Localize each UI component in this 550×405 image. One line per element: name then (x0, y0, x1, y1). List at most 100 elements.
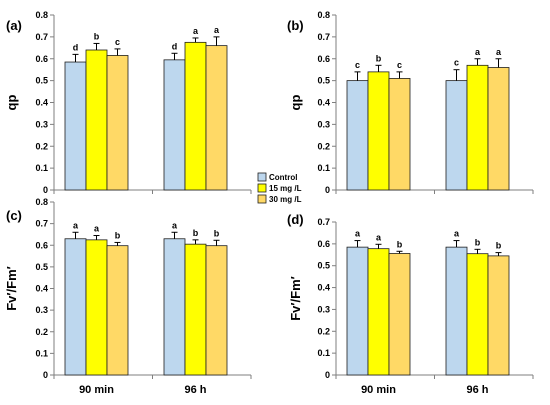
bar (85, 239, 108, 376)
y-tick-label: 0.8 (35, 197, 48, 207)
y-axis-label: qp (4, 95, 19, 111)
significance-letter: a (73, 220, 79, 230)
significance-letter: b (475, 237, 481, 247)
bar (367, 71, 390, 191)
y-tick-label: 0.8 (317, 10, 330, 20)
significance-letter: b (496, 241, 502, 251)
significance-letter: a (94, 224, 100, 234)
y-tick-label: 0.6 (317, 54, 330, 64)
bar (346, 246, 369, 376)
y-tick-label: 0.7 (35, 219, 48, 229)
significance-letter: a (172, 220, 178, 230)
significance-letter: b (193, 228, 199, 238)
y-tick-label: 0.1 (35, 348, 48, 358)
legend-label: 30 mg /L (269, 195, 302, 204)
y-tick-label: 0.6 (35, 240, 48, 250)
bar (184, 243, 207, 376)
y-tick-label: 0.5 (317, 261, 330, 271)
y-tick-label: 0.4 (317, 283, 330, 293)
x-category-label: 90 min (361, 384, 396, 396)
bar (64, 61, 87, 191)
legend-swatch (257, 183, 267, 193)
panel-label: (d) (287, 212, 304, 227)
y-axis-label: Fv′/Fm′ (288, 276, 303, 321)
y-tick-label: 0.6 (317, 239, 330, 249)
y-tick-label: 0 (43, 370, 48, 380)
significance-letter: a (376, 232, 382, 242)
y-tick-label: 0.2 (317, 326, 330, 336)
y-axis-label: qp (288, 95, 303, 111)
significance-letter: c (115, 37, 120, 47)
significance-letter: b (397, 239, 403, 249)
bar (184, 41, 207, 191)
significance-letter: d (73, 42, 79, 52)
y-tick-label: 0 (325, 185, 330, 195)
y-tick-label: 0.4 (35, 284, 48, 294)
y-tick-label: 0.7 (35, 32, 48, 42)
significance-letter: a (475, 47, 481, 57)
y-tick-label: 0.2 (35, 141, 48, 151)
bar (367, 248, 390, 376)
y-tick-label: 0.8 (35, 10, 48, 20)
panel-label: (b) (287, 18, 304, 33)
y-tick-label: 0.5 (317, 76, 330, 86)
legend-label: Control (269, 173, 297, 182)
significance-letter: c (454, 58, 459, 68)
y-tick-label: 0.5 (35, 76, 48, 86)
y-axis-label: Fv′/Fm′ (4, 266, 19, 311)
significance-letter: b (376, 53, 382, 63)
bar (106, 55, 129, 191)
chart-panel-a: 0 0.1 0.2 0.3 0.4 0.5 0.6 0.7 0.8 d b c d a a (a) qp (4, 10, 252, 195)
bar (64, 238, 87, 376)
bar (445, 80, 468, 191)
y-tick-label: 0 (325, 370, 330, 380)
bar (205, 45, 228, 191)
bar (487, 67, 510, 191)
legend-label: 15 mg /L (269, 184, 302, 193)
legend-swatch (257, 172, 267, 182)
significance-letter: b (214, 228, 220, 238)
chart-panel-c: 0 0.1 0.2 0.3 0.4 0.5 0.6 0.7 0.8 a a b 90 min a b b 96 … (4, 197, 252, 396)
bar (85, 49, 108, 191)
y-tick-label: 0.5 (35, 262, 48, 272)
x-category-label: 90 min (79, 384, 114, 396)
y-tick-label: 0.1 (35, 163, 48, 173)
significance-letter: c (355, 60, 360, 70)
y-tick-label: 0.7 (317, 217, 330, 227)
significance-letter: c (397, 60, 402, 70)
y-tick-label: 0.3 (317, 119, 330, 129)
legend: Control 15 mg /L 30 mg /L (257, 172, 302, 204)
y-tick-label: 0.6 (35, 54, 48, 64)
panel-label: (a) (6, 18, 22, 33)
y-tick-label: 0.3 (317, 304, 330, 314)
significance-letter: a (496, 47, 502, 57)
y-tick-label: 0.1 (317, 163, 330, 173)
significance-letter: b (115, 230, 121, 240)
significance-letter: a (454, 229, 460, 239)
bar (466, 253, 489, 376)
y-tick-label: 0.7 (317, 32, 330, 42)
significance-letter: a (214, 25, 220, 35)
y-tick-label: 0.2 (35, 327, 48, 337)
y-tick-label: 0.4 (35, 98, 48, 108)
y-tick-label: 0.3 (35, 305, 48, 315)
significance-letter: a (355, 229, 361, 239)
significance-letter: d (172, 41, 178, 51)
y-tick-label: 0 (43, 185, 48, 195)
panel-label: (c) (6, 208, 22, 223)
bar (388, 78, 411, 191)
bar (346, 80, 369, 191)
chart-panel-d: 0 0.1 0.2 0.3 0.4 0.5 0.6 0.7 a a b 90 min a b b 96 h (d… (287, 212, 534, 396)
legend-swatch (257, 194, 267, 204)
bar (205, 245, 228, 376)
bar (388, 253, 411, 376)
bar (163, 238, 186, 376)
chart-panel-b: 0 0.1 0.2 0.3 0.4 0.5 0.6 0.7 0.8 c b c c a a (b) qp (287, 10, 534, 195)
x-category-label: 96 h (184, 384, 206, 396)
bar (445, 246, 468, 376)
y-tick-label: 0.3 (35, 119, 48, 129)
bar (163, 59, 186, 191)
y-tick-label: 0.1 (317, 348, 330, 358)
y-tick-label: 0.2 (317, 141, 330, 151)
